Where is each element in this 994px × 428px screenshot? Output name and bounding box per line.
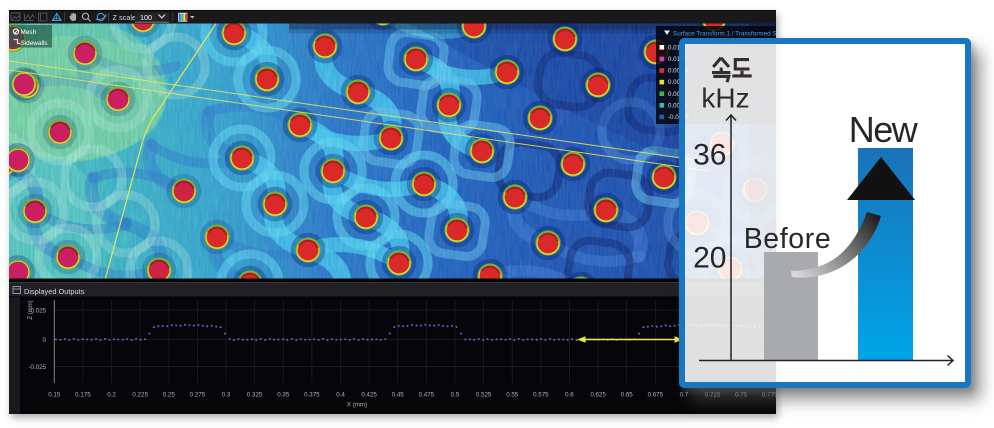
- svg-text:0.025: 0.025: [31, 307, 47, 314]
- svg-text:0.5: 0.5: [451, 392, 460, 399]
- svg-text:0.525: 0.525: [476, 392, 492, 399]
- svg-text:0.4: 0.4: [336, 392, 345, 399]
- svg-text:0.225: 0.225: [132, 392, 148, 399]
- svg-text:Mesh: Mesh: [21, 29, 37, 36]
- svg-text:0.75: 0.75: [735, 392, 748, 399]
- svg-text:0.25: 0.25: [163, 392, 176, 399]
- svg-text:0.7: 0.7: [680, 392, 689, 399]
- svg-text:Surface Transform 1 / Transfor: Surface Transform 1 / Transformed S: [673, 31, 776, 38]
- svg-text:0.3: 0.3: [222, 392, 231, 399]
- svg-text:0.0027: 0.0027: [668, 91, 687, 98]
- svg-text:0.375: 0.375: [304, 392, 320, 399]
- svg-text:0.2: 0.2: [107, 392, 116, 399]
- svg-text:0.0004: 0.0004: [668, 102, 687, 109]
- svg-text:Z (mm): Z (mm): [28, 300, 34, 319]
- svg-text:X (mm): X (mm): [347, 402, 367, 409]
- svg-text:0: 0: [43, 337, 47, 344]
- svg-text:0.35: 0.35: [277, 392, 290, 399]
- svg-text:Displayed Outputs: Displayed Outputs: [24, 287, 85, 296]
- svg-text:Z scale: Z scale: [113, 13, 137, 22]
- svg-text:0.175: 0.175: [75, 392, 91, 399]
- svg-text:0.0119: 0.0119: [668, 56, 687, 63]
- svg-text:0.775: 0.775: [762, 392, 776, 399]
- svg-text:0.625: 0.625: [590, 392, 606, 399]
- svg-text:0.65: 0.65: [621, 392, 634, 399]
- svg-text:0.0057: 0.0057: [668, 79, 687, 86]
- svg-text:New: New: [849, 109, 919, 150]
- svg-text:0.725: 0.725: [705, 392, 721, 399]
- svg-text:0.45: 0.45: [392, 392, 405, 399]
- svg-text:0.325: 0.325: [247, 392, 263, 399]
- svg-text:0.55: 0.55: [506, 392, 519, 399]
- svg-text:100: 100: [140, 13, 152, 22]
- svg-text:0.0149: 0.0149: [668, 44, 687, 51]
- svg-text:36: 36: [693, 139, 726, 172]
- svg-text:Sidewalls: Sidewalls: [21, 40, 48, 47]
- svg-text:0.6: 0.6: [565, 392, 574, 399]
- svg-text:0.675: 0.675: [648, 392, 664, 399]
- svg-text:0.575: 0.575: [533, 392, 549, 399]
- svg-text:20: 20: [693, 242, 726, 275]
- svg-text:-0.0035: -0.0035: [668, 114, 690, 121]
- svg-text:0.0088: 0.0088: [668, 68, 687, 75]
- svg-text:0.425: 0.425: [361, 392, 377, 399]
- svg-text:-0.025: -0.025: [28, 364, 46, 371]
- svg-text:0.15: 0.15: [48, 392, 61, 399]
- svg-text:0.275: 0.275: [190, 392, 206, 399]
- svg-text:0.475: 0.475: [419, 392, 435, 399]
- svg-text:Before: Before: [744, 223, 832, 255]
- svg-text:kHz: kHz: [701, 83, 749, 114]
